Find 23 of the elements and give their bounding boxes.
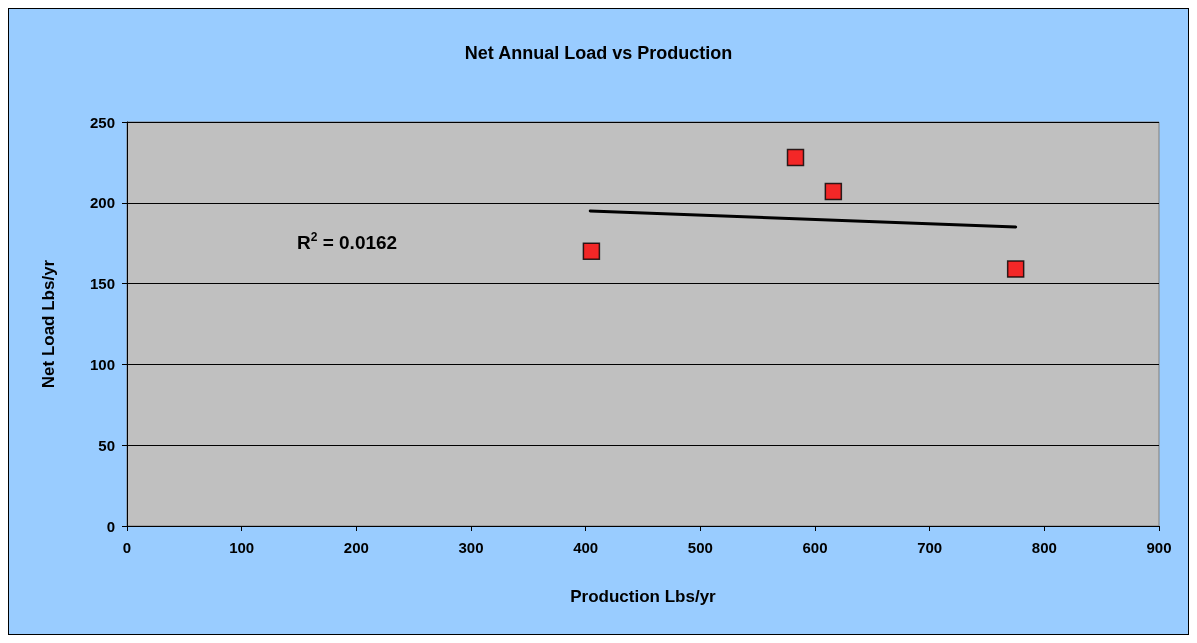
x-tick-label: 300 bbox=[458, 539, 484, 556]
point bbox=[786, 148, 805, 167]
x-tick-label: 900 bbox=[1146, 539, 1172, 556]
y-tick-label: 250 bbox=[89, 113, 115, 131]
x-tick-label: 0 bbox=[122, 539, 132, 556]
point bbox=[1006, 260, 1025, 278]
point bbox=[824, 182, 843, 201]
x-tick-label: 700 bbox=[917, 539, 943, 556]
x-tick-label: 500 bbox=[687, 539, 713, 556]
y-tick-label: 200 bbox=[89, 194, 115, 212]
y-axis-title: Net Load Lbs/yr bbox=[39, 259, 58, 389]
y-tick-label: 50 bbox=[98, 436, 115, 454]
x-tick-label: 100 bbox=[229, 539, 255, 556]
y-tick-label: 100 bbox=[89, 355, 115, 373]
point bbox=[582, 242, 601, 261]
x-axis-title: Production Lbs/yr bbox=[570, 587, 717, 606]
y-tick-label: 150 bbox=[89, 275, 115, 293]
y-tick-label: 0 bbox=[106, 517, 115, 535]
chart-title: Net Annual Load vs Production bbox=[464, 43, 733, 63]
x-tick-label: 600 bbox=[802, 539, 828, 556]
x-tick-label: 200 bbox=[343, 539, 369, 556]
x-tick-label: 400 bbox=[573, 539, 599, 556]
x-tick-label: 800 bbox=[1031, 539, 1057, 556]
